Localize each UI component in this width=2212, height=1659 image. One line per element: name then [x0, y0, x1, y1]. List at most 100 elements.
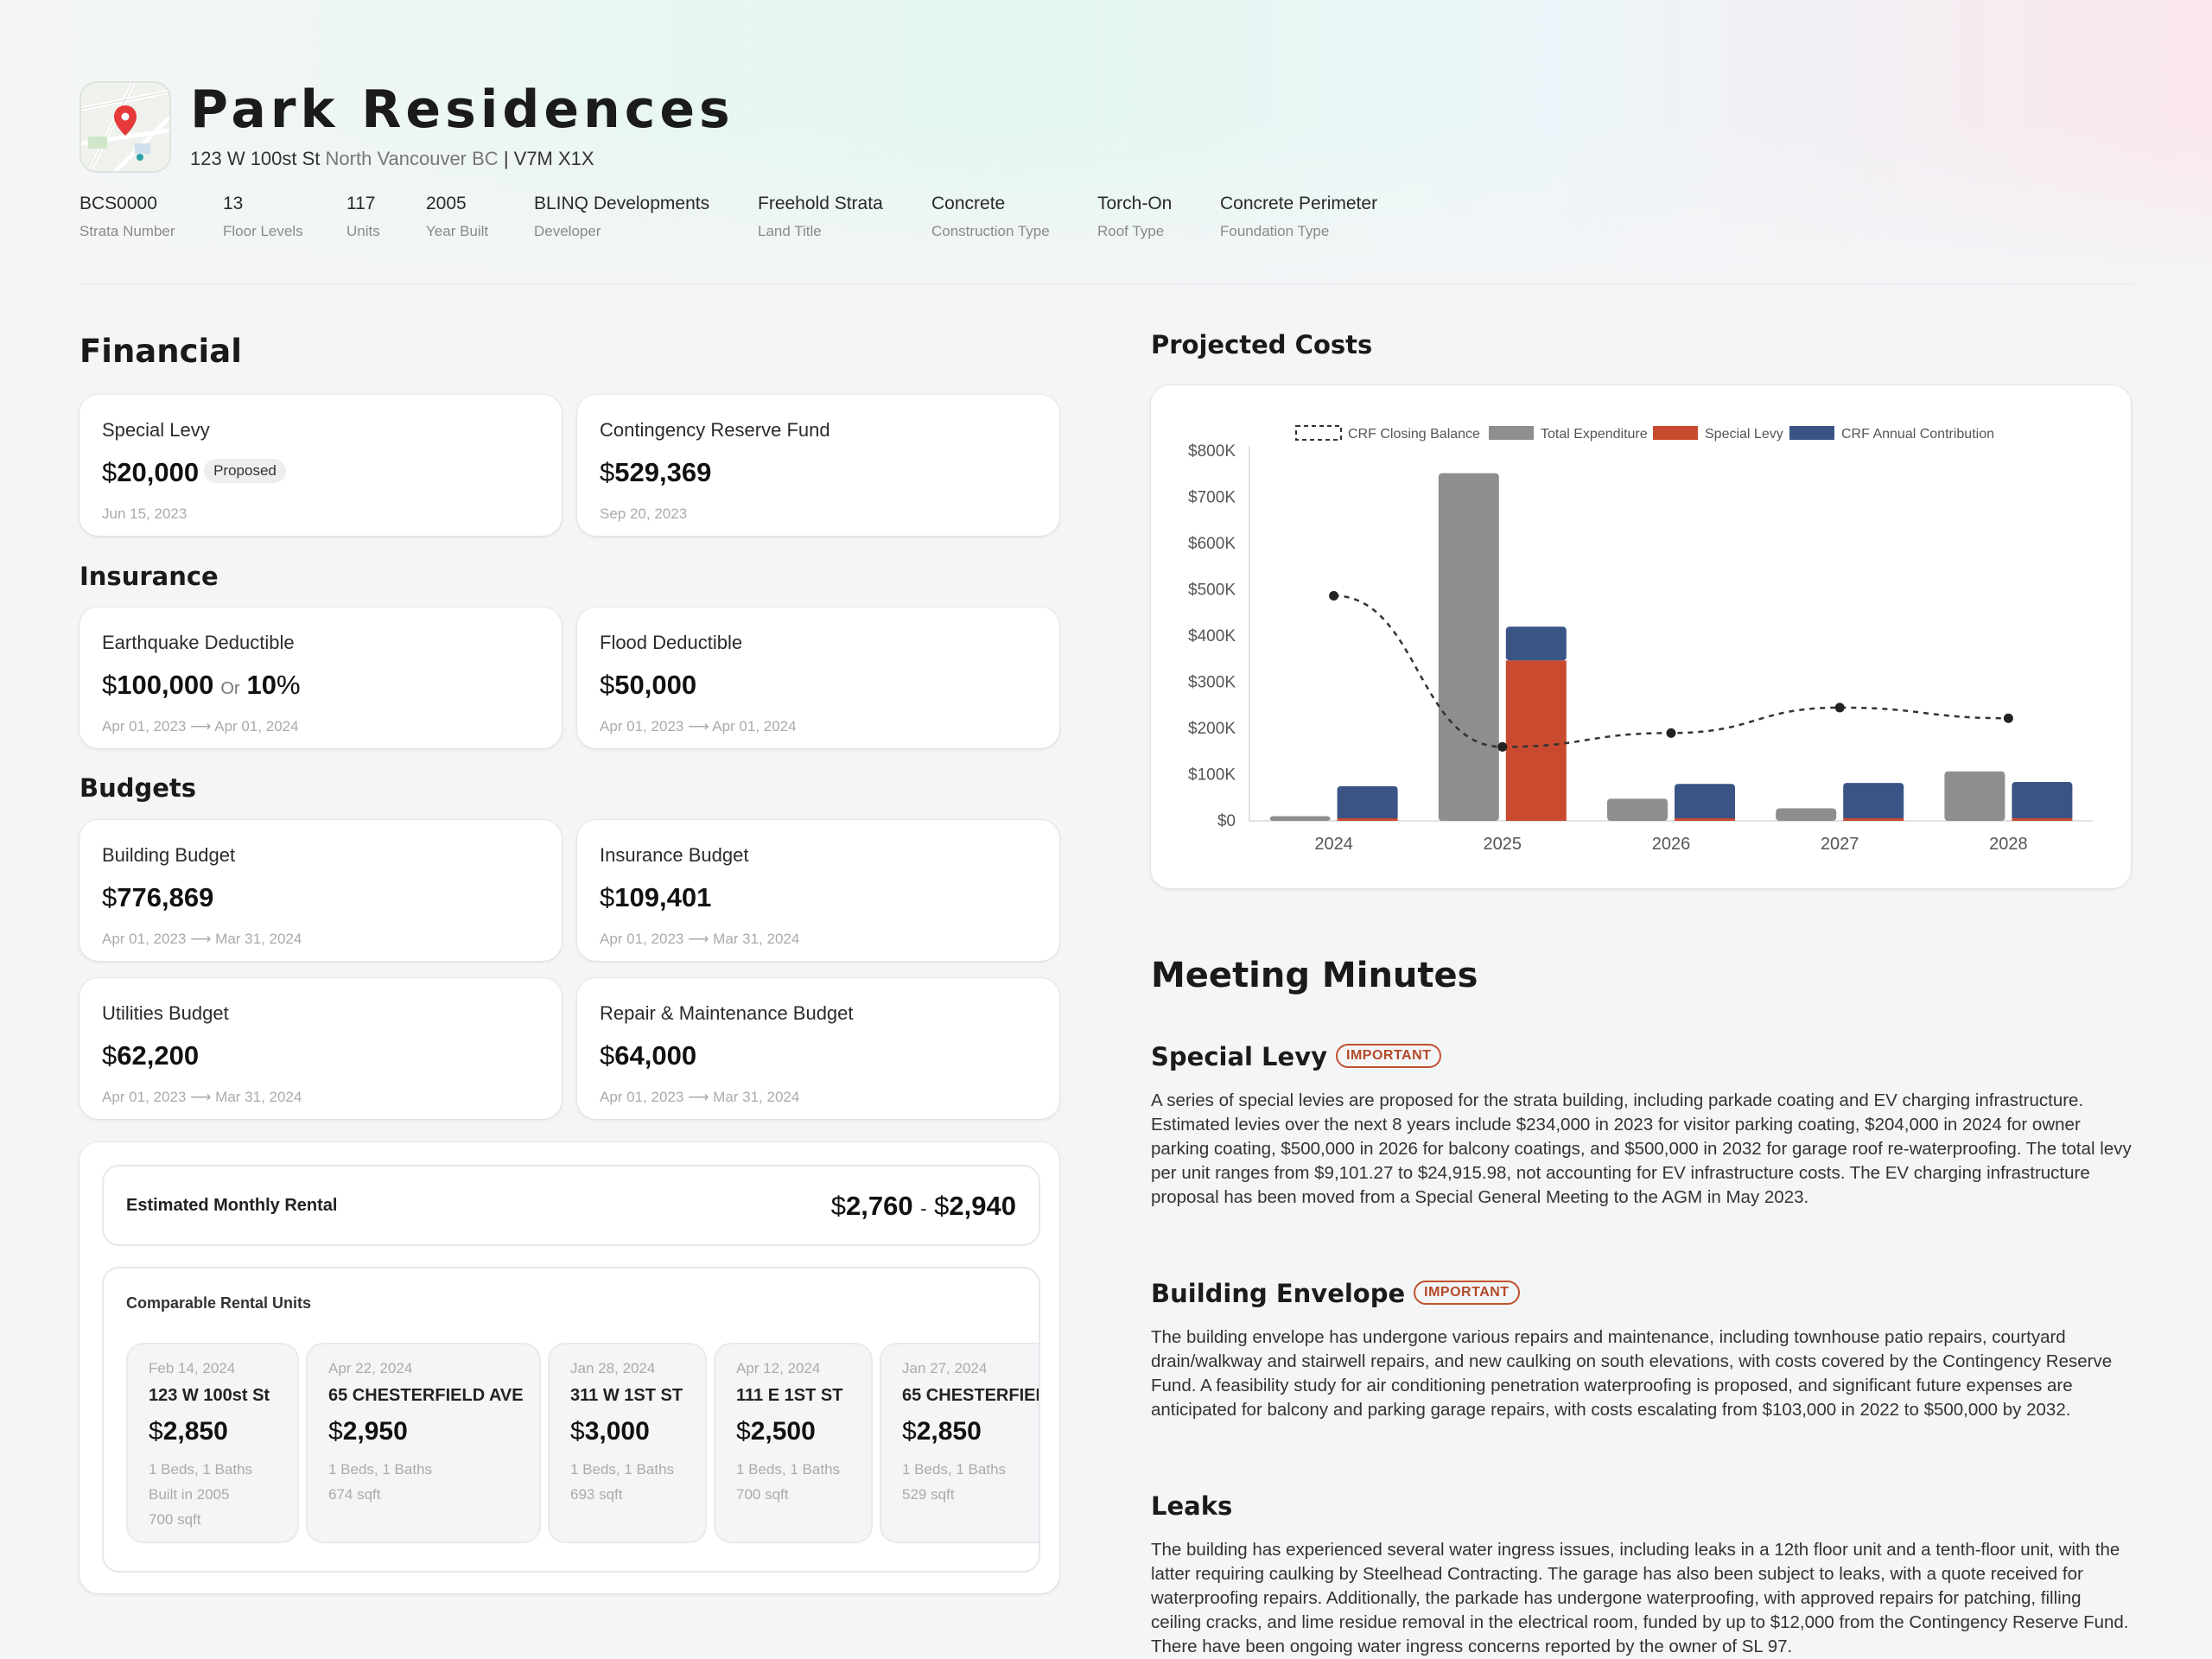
bar-special-levy [1843, 818, 1904, 821]
bar-special-levy [1505, 660, 1567, 821]
bar-crf-annual-contribution [2012, 782, 2073, 821]
meta-year-built: 2005 Year Built [426, 194, 489, 239]
minute-text-leaks: The building has experienced several wat… [1151, 1540, 2129, 1656]
meta-strata-number: BCS0000 Strata Number [79, 194, 175, 239]
x-tick-label: 2025 [1484, 835, 1522, 854]
point-crf-closing-balance [2003, 713, 2013, 723]
rental-panel: Estimated Monthly Rental $2,760 - $2,940… [79, 1142, 1059, 1593]
bar-special-levy [2012, 818, 2073, 821]
minute-text-building-envelope: The building envelope has undergone vari… [1151, 1327, 2113, 1420]
card-date: Apr 01, 2023 ⟶ Mar 31, 2024 [102, 931, 302, 947]
unit-details: 1 Beds, 1 Baths 674 sqft [328, 1461, 433, 1503]
unit-address: 65 CHESTERFIELD AVE [328, 1386, 524, 1405]
comparable-unit-card[interactable]: Jan 28, 2024 311 W 1ST ST $3,000 1 Beds,… [548, 1343, 707, 1543]
comparable-unit-card[interactable]: Apr 22, 2024 65 CHESTERFIELD AVE $2,950 … [306, 1343, 541, 1543]
point-crf-closing-balance [1329, 590, 1339, 601]
status-badge: Proposed [204, 458, 286, 483]
legend-label: CRF Closing Balance [1348, 427, 1480, 442]
x-tick-label: 2024 [1314, 835, 1353, 854]
city: North Vancouver BC [325, 148, 499, 169]
unit-price: $2,500 [736, 1417, 816, 1446]
meeting-minutes-heading: Meeting Minutes [1151, 956, 1478, 995]
unit-details: 1 Beds, 1 Baths 693 sqft [570, 1461, 675, 1503]
x-tick-label: 2026 [1652, 835, 1691, 854]
meta-foundation-type: Concrete Perimeter Foundation Type [1220, 194, 1378, 239]
bar-total-expenditure [1607, 798, 1668, 821]
utilities-budget-card[interactable]: Utilities Budget $62,200 Apr 01, 2023 ⟶ … [79, 978, 562, 1119]
comparable-units-panel[interactable]: Comparable Rental Units Feb 14, 2024 123… [102, 1267, 1040, 1573]
bar-crf-annual-contribution [1505, 626, 1567, 661]
comparable-unit-card[interactable]: Jan 27, 2024 65 CHESTERFIEL $2,850 1 Bed… [880, 1343, 1040, 1543]
y-tick-label: $400K [1188, 627, 1236, 645]
street-address: 123 W 100st St [190, 148, 321, 169]
projected-costs-chart: $0 $100K $200K $300K $400K $500K $600K $700K $80… [1188, 425, 2093, 854]
meta-construction-type: Concrete Construction Type [931, 194, 1050, 239]
card-label: Flood Deductible [600, 632, 743, 653]
header-divider [79, 283, 2133, 284]
card-date: Apr 01, 2023 ⟶ Apr 01, 2024 [102, 718, 299, 734]
estimated-rental-label: Estimated Monthly Rental [126, 1196, 338, 1215]
repair-maintenance-budget-card[interactable]: Repair & Maintenance Budget $64,000 Apr … [577, 978, 1059, 1119]
legend-swatch [1653, 426, 1698, 440]
unit-price: $2,850 [149, 1417, 228, 1446]
meta-floor-levels: 13 Floor Levels [223, 194, 303, 239]
bar-special-levy [1337, 818, 1398, 821]
important-badge: IMPORTANT [1414, 1281, 1520, 1305]
y-tick-label: $600K [1188, 535, 1236, 553]
card-date: Apr 01, 2023 ⟶ Mar 31, 2024 [600, 931, 800, 947]
building-map-thumbnail[interactable] [79, 81, 171, 173]
special-levy-card[interactable]: Special Levy $20,000 Proposed Jun 15, 202… [79, 395, 562, 536]
crf-card[interactable]: Contingency Reserve Fund $529,369 Sep 20… [577, 395, 1059, 536]
building-budget-card[interactable]: Building Budget $776,869 Apr 01, 2023 ⟶ … [79, 820, 562, 961]
building-name: Park Residences [190, 79, 734, 140]
meta-developer: BLINQ Developments Developer [534, 194, 710, 239]
y-tick-label: $100K [1188, 766, 1236, 785]
earthquake-deductible-card[interactable]: Earthquake Deductible $100,000 Or 10% Apr … [79, 607, 562, 748]
bar-crf-annual-contribution [1675, 784, 1735, 821]
comparable-unit-card[interactable]: Feb 14, 2024 123 W 100st St $2,850 1 Bed… [126, 1343, 299, 1543]
map-pin-icon [81, 83, 169, 171]
minute-title-building-envelope: Building Envelope IMPORTANT [1151, 1279, 1520, 1308]
meta-units: 117 Units [346, 194, 380, 239]
line-crf-closing-balance [1333, 594, 2009, 748]
unit-price: $2,950 [328, 1417, 408, 1446]
minute-title-special-levy: Special Levy IMPORTANT [1151, 1042, 1442, 1071]
legend-swatch [1789, 426, 1834, 440]
bar-total-expenditure [1776, 808, 1837, 821]
card-value: $100,000 Or 10% [102, 670, 301, 700]
card-label: Contingency Reserve Fund [600, 419, 830, 441]
comparable-units-title: Comparable Rental Units [126, 1294, 312, 1312]
unit-details: 1 Beds, 1 Baths 529 sqft [902, 1461, 1007, 1503]
flood-deductible-card[interactable]: Flood Deductible $50,000 Apr 01, 2023 ⟶ … [577, 607, 1059, 748]
point-crf-closing-balance [1834, 702, 1845, 713]
card-date: Apr 01, 2023 ⟶ Mar 31, 2024 [102, 1089, 302, 1105]
card-label: Building Budget [102, 844, 236, 866]
budgets-heading: Budgets [79, 773, 197, 803]
insurance-budget-card[interactable]: Insurance Budget $109,401 Apr 01, 2023 ⟶… [577, 820, 1059, 961]
y-tick-label: $500K [1188, 582, 1236, 600]
unit-details: 1 Beds, 1 Baths Built in 2005 700 sqft [149, 1461, 253, 1528]
unit-price: $3,000 [570, 1417, 650, 1446]
y-tick-label: $0 [1217, 812, 1236, 830]
card-value: $529,369 [600, 457, 712, 487]
comparable-unit-card[interactable]: Apr 12, 2024 111 E 1ST ST $2,500 1 Beds,… [714, 1343, 873, 1543]
bar-total-expenditure [1438, 473, 1499, 821]
meta-land-title: Freehold Strata Land Title [758, 194, 883, 239]
unit-address: 111 E 1ST ST [736, 1386, 843, 1405]
card-value: $776,869 [102, 882, 214, 912]
card-label: Special Levy [102, 419, 210, 441]
card-date: Apr 01, 2023 ⟶ Apr 01, 2024 [600, 718, 797, 734]
card-date: Sep 20, 2023 [600, 505, 688, 522]
unit-date: Apr 12, 2024 [736, 1360, 821, 1376]
unit-date: Jan 28, 2024 [570, 1360, 656, 1376]
bar-total-expenditure [1944, 771, 2005, 821]
unit-date: Jan 27, 2024 [902, 1360, 988, 1376]
unit-details: 1 Beds, 1 Baths 700 sqft [736, 1461, 841, 1503]
estimated-rental-row[interactable]: Estimated Monthly Rental $2,760 - $2,940 [102, 1165, 1040, 1246]
unit-price: $2,850 [902, 1417, 982, 1446]
card-value: $64,000 [600, 1040, 697, 1071]
y-tick-label: $700K [1188, 489, 1236, 507]
card-date: Apr 01, 2023 ⟶ Mar 31, 2024 [600, 1089, 800, 1105]
legend-swatch [1295, 425, 1342, 441]
unit-address: 65 CHESTERFIEL [902, 1386, 1040, 1405]
